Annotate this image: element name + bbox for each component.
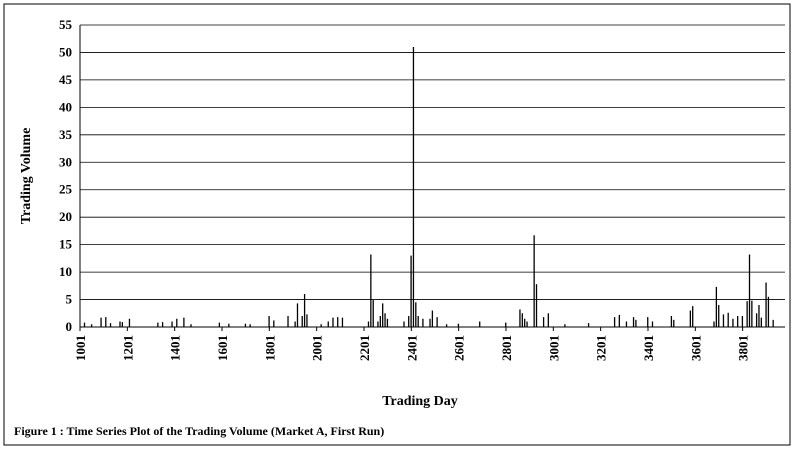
y-tick-label: 30 (59, 154, 72, 169)
y-tick-label: 45 (59, 72, 73, 87)
y-tick-label: 50 (59, 44, 72, 59)
y-tick-label: 55 (59, 17, 73, 32)
y-tick-label: 20 (59, 209, 72, 224)
y-tick-label: 35 (59, 127, 73, 142)
x-tick-label: 2201 (357, 335, 372, 361)
x-tick-label: 2601 (452, 335, 467, 361)
y-tick-label: 15 (59, 237, 73, 252)
x-tick-label: 1401 (168, 335, 183, 361)
y-tick-label: 10 (59, 264, 72, 279)
x-tick-label: 1601 (215, 335, 230, 361)
caption: Figure 1 : Time Series Plot of the Tradi… (14, 424, 384, 438)
x-axis-title: Trading Day (382, 394, 458, 409)
x-tick-label: 3601 (688, 335, 703, 361)
x-tick-label: 3801 (736, 335, 751, 361)
x-tick-label: 1801 (262, 335, 277, 361)
y-axis-title: Trading Volume (19, 128, 34, 225)
x-tick-label: 2401 (404, 335, 419, 361)
x-tick-label: 1201 (120, 335, 135, 361)
frame (3, 3, 791, 446)
x-tick-label: 3201 (594, 335, 609, 361)
x-tick-label: 1001 (73, 335, 88, 361)
y-tick-label: 5 (66, 292, 73, 307)
y-tick-label: 25 (59, 182, 73, 197)
x-tick-label: 2001 (310, 335, 325, 361)
x-tick-label: 3001 (546, 335, 561, 361)
y-tick-label: 40 (59, 99, 72, 114)
x-tick-label: 2801 (499, 335, 514, 361)
y-tick-label: 0 (66, 319, 73, 334)
x-tick-label: 3401 (641, 335, 656, 361)
